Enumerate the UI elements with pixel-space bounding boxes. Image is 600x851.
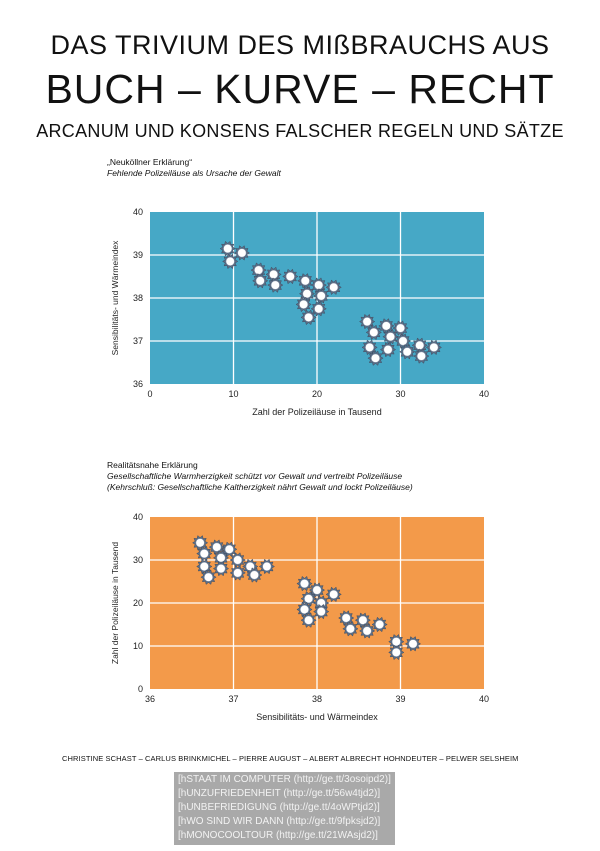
chart1-scatter: 0 10 20 30 40 36 37 38 39 40 Zahl der Polizeiläuse…	[110, 207, 489, 417]
data-point	[392, 320, 409, 336]
data-point	[212, 550, 230, 566]
data-point	[252, 273, 269, 289]
y-tick-label: 30	[133, 555, 143, 565]
data-point	[295, 296, 312, 313]
link-box: [hSTAAT IM COMPUTER (http://ge.tt/3osoip…	[174, 772, 395, 846]
x-axis-label: Sensibilitäts- und Wärmeindex	[256, 712, 378, 722]
x-tick-label: 0	[147, 389, 152, 399]
data-point	[300, 309, 317, 326]
data-point	[192, 535, 209, 551]
data-point	[219, 240, 236, 257]
data-point	[246, 567, 263, 583]
data-point	[367, 350, 384, 366]
title-line-1: DAS TRIVIUM DES MIßBRAUCHS AUS	[50, 30, 550, 60]
data-point	[371, 616, 388, 633]
chart2-scatter: 36 37 38 39 40 0 10 20 30 40 Sensibilitäts- und Wä…	[110, 512, 489, 722]
data-point	[308, 582, 326, 598]
data-point	[399, 344, 416, 360]
data-point	[382, 329, 399, 345]
y-axis-label: Sensibilitäts- und Wärmeindex	[110, 240, 120, 356]
data-point	[425, 339, 442, 356]
data-point	[296, 575, 313, 592]
link-item[interactable]: [hUNBEFRIEDIGUNG (http://ge.tt/4oWPtjd2)…	[178, 802, 380, 814]
data-point	[222, 253, 239, 270]
data-point	[297, 273, 314, 289]
chart2-caption-line2: Gesellschaftliche Warmherzigkeit schützt…	[107, 471, 403, 481]
data-point	[300, 612, 317, 628]
data-point	[378, 318, 395, 334]
chart1-caption-line2: Fehlende Polizeiläuse als Ursache der Ge…	[107, 168, 281, 178]
title-line-3: ARCANUM UND KONSENS FALSCHER REGELN UND …	[36, 121, 564, 141]
x-tick-label: 39	[395, 694, 405, 704]
y-tick-label: 39	[133, 250, 143, 260]
data-point	[298, 286, 316, 302]
x-tick-label: 40	[479, 694, 489, 704]
data-point	[229, 565, 246, 581]
data-point	[413, 348, 430, 364]
x-tick-label: 20	[312, 389, 322, 399]
x-tick-label: 10	[228, 389, 238, 399]
chart2-caption: Realitätsnahe Erklärung Gesellschaftlich…	[107, 460, 413, 493]
data-point	[394, 333, 412, 349]
data-point	[411, 337, 428, 353]
x-tick-label: 40	[479, 389, 489, 399]
data-point	[325, 279, 342, 295]
data-point	[338, 610, 355, 626]
y-tick-label: 36	[133, 379, 143, 389]
data-point	[359, 623, 376, 639]
link-item[interactable]: [hMONOCOOLTOUR (http://ge.tt/21WAsjd2)]	[178, 830, 378, 842]
data-point	[233, 245, 250, 261]
y-tick-label: 0	[138, 684, 143, 694]
y-tick-label: 40	[133, 512, 143, 522]
data-point	[404, 636, 422, 652]
data-point	[313, 288, 330, 304]
data-point	[258, 558, 275, 575]
chart1-caption-line1: „Neuköllner Erklärung“	[107, 157, 193, 167]
data-point	[325, 586, 342, 603]
data-point	[365, 324, 382, 341]
data-point	[282, 268, 299, 285]
link-item[interactable]: [hWO SIND WIR DANN (http://ge.tt/9fpksjd…	[178, 816, 381, 828]
data-point	[342, 621, 359, 637]
link-item[interactable]: [hSTAAT IM COMPUTER (http://ge.tt/3osoip…	[178, 774, 391, 785]
data-point	[310, 301, 327, 317]
x-tick-label: 37	[228, 694, 238, 704]
data-point	[212, 560, 230, 577]
chart2-caption-line3: (Kehrschluß: Gesellschaftliche Kaltherzi…	[107, 482, 413, 492]
y-tick-label: 37	[133, 336, 143, 346]
data-point	[388, 644, 405, 661]
data-point	[354, 612, 371, 628]
y-tick-label: 10	[133, 641, 143, 651]
y-tick-label: 20	[133, 598, 143, 608]
title-line-2: BUCH – KURVE – RECHT	[45, 66, 555, 112]
x-axis-label: Zahl der Polizeiläuse in Tausend	[252, 407, 381, 417]
chart2-caption-line1: Realitätsnahe Erklärung	[107, 460, 198, 470]
author-list: CHRISTINE SCHAST – CARLUS BRINKMICHEL – …	[62, 754, 519, 763]
data-point	[229, 552, 246, 568]
data-point	[388, 634, 405, 650]
data-point	[379, 341, 397, 358]
data-point	[296, 601, 313, 618]
chart1-caption: „Neuköllner Erklärung“ Fehlende Polizeil…	[107, 157, 281, 179]
data-point	[196, 545, 213, 562]
data-point	[300, 591, 317, 607]
y-axis-label: Zahl der Polizeiläuse in Tausend	[110, 542, 120, 664]
y-tick-label: 40	[133, 207, 143, 217]
data-point	[221, 541, 238, 557]
data-point	[200, 569, 217, 585]
x-tick-label: 36	[145, 694, 155, 704]
data-point	[359, 313, 376, 330]
x-tick-label: 30	[395, 389, 405, 399]
y-tick-label: 38	[133, 293, 143, 303]
data-point	[267, 277, 284, 293]
link-item[interactable]: [hUNZUFRIEDENHEIT (http://ge.tt/56w4tjd2…	[178, 788, 381, 800]
data-point	[313, 603, 330, 620]
x-tick-label: 38	[312, 694, 322, 704]
